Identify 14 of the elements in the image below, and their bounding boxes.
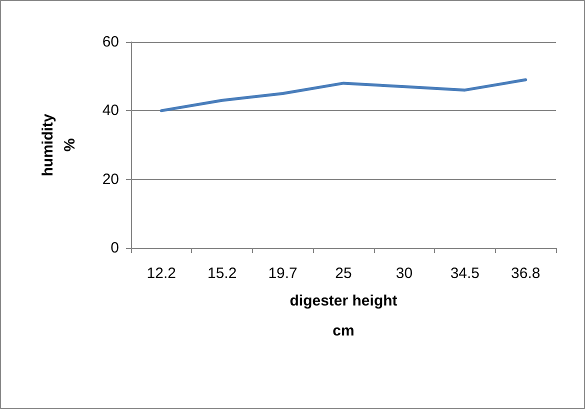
y-tick-label: 20 bbox=[102, 170, 119, 188]
x-tick-label: 36.8 bbox=[511, 265, 540, 282]
line-series bbox=[160, 78, 528, 112]
y-tick-label: 60 bbox=[102, 34, 119, 50]
x-tick-label: 34.5 bbox=[450, 265, 480, 282]
x-tick-label: 30 bbox=[396, 265, 413, 282]
x-tick-label: 25 bbox=[335, 265, 352, 282]
y-tick-label: 40 bbox=[102, 102, 119, 120]
x-tick-label: 19.7 bbox=[268, 265, 298, 282]
x-tick-label: 15.2 bbox=[207, 265, 237, 282]
y-tick-label: 0 bbox=[110, 240, 119, 256]
x-axis-title: digester height cm bbox=[290, 292, 398, 340]
x-tick-label: 12.2 bbox=[146, 265, 176, 282]
y-axis-title: humidity % bbox=[40, 113, 78, 176]
